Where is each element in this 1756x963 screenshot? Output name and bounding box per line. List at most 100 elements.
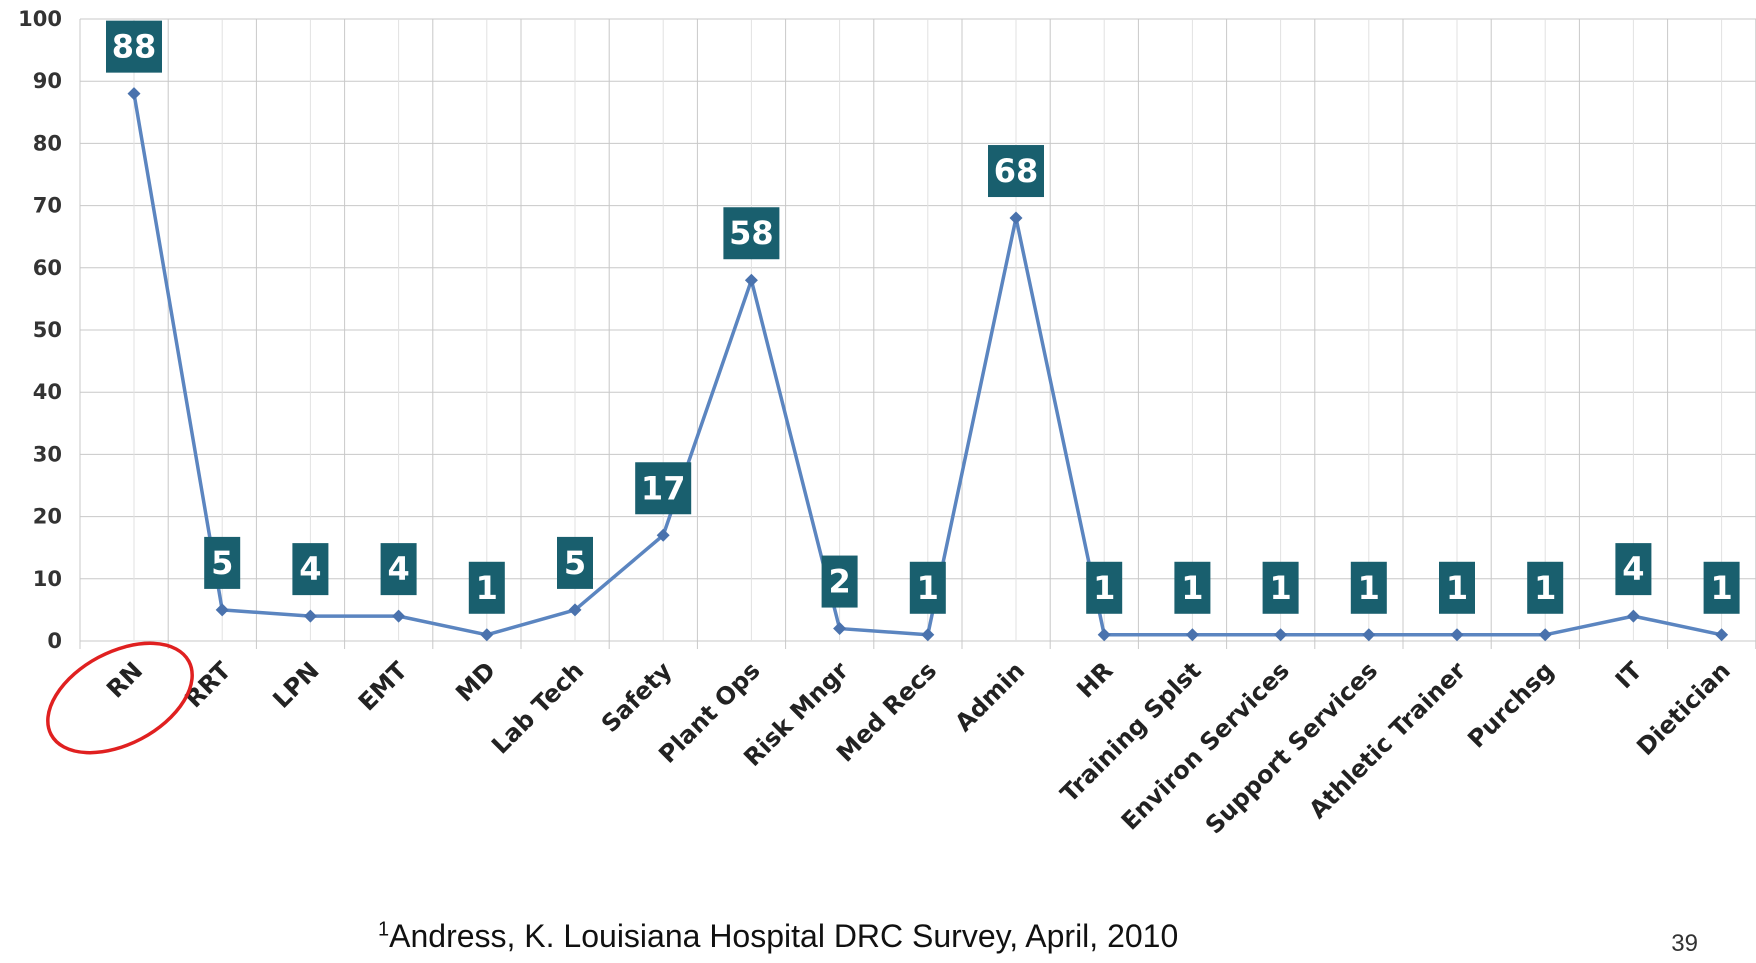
- data-label: 1: [1262, 561, 1299, 614]
- y-tick-label: 60: [33, 256, 62, 280]
- data-label-value: 4: [1622, 550, 1644, 588]
- data-label-box: [635, 462, 692, 515]
- data-series: [127, 87, 1729, 642]
- x-tick-label: IT: [1610, 656, 1648, 694]
- footnote-text: Andress, K. Louisiana Hospital DRC Surve…: [389, 918, 1179, 954]
- data-label-box: [292, 543, 329, 596]
- data-label-value: 68: [994, 152, 1039, 190]
- x-tick-label: RN: [101, 656, 148, 703]
- data-point: [480, 628, 494, 642]
- data-label-value: 17: [641, 469, 686, 507]
- y-tick-label: 0: [47, 629, 62, 653]
- data-label-value: 58: [729, 214, 774, 252]
- data-label-box: [1350, 561, 1387, 614]
- data-label-box: [557, 536, 593, 589]
- data-label-box: [380, 543, 417, 596]
- data-label-value: 88: [112, 28, 157, 66]
- data-label: 1: [1086, 561, 1123, 614]
- footnote: 1Andress, K. Louisiana Hospital DRC Surv…: [378, 918, 1178, 955]
- data-label: 68: [988, 145, 1044, 198]
- data-label-value: 5: [564, 544, 586, 582]
- data-label-value: 1: [476, 569, 498, 607]
- data-label: 88: [106, 20, 162, 73]
- x-tick-label: Lab Tech: [486, 656, 589, 759]
- data-point: [1274, 628, 1288, 642]
- data-label: 1: [1703, 561, 1740, 614]
- footnote-marker: 1: [378, 918, 390, 941]
- y-tick-label: 30: [33, 442, 62, 466]
- y-tick-label: 20: [33, 505, 62, 529]
- y-tick-label: 70: [33, 194, 62, 218]
- data-label-value: 1: [1358, 569, 1380, 607]
- data-label-value: 5: [211, 544, 233, 582]
- data-point: [1185, 628, 1199, 642]
- data-point: [1538, 628, 1552, 642]
- data-point: [1362, 628, 1376, 642]
- y-tick-label: 50: [33, 318, 62, 342]
- x-tick-label: EMT: [353, 656, 413, 716]
- highlight: [46, 641, 194, 755]
- x-tick-label: RRT: [180, 656, 237, 713]
- data-label-value: 2: [828, 563, 850, 601]
- data-label-box: [1615, 543, 1652, 596]
- data-label-value: 1: [1534, 569, 1556, 607]
- data-point: [921, 628, 935, 642]
- data-point: [744, 273, 758, 287]
- data-label-box: [1262, 561, 1299, 614]
- data-label-box: [988, 145, 1044, 198]
- data-label-value: 1: [1446, 569, 1468, 607]
- grid: [79, 18, 1756, 649]
- data-label: 1: [1527, 561, 1564, 614]
- page-number: 39: [1671, 930, 1698, 957]
- data-point: [1715, 628, 1729, 642]
- data-label: 1: [468, 561, 505, 614]
- data-label-box: [1174, 561, 1211, 614]
- data-label-box: [1086, 561, 1123, 614]
- y-tick-label: 80: [33, 131, 62, 155]
- data-label: 58: [723, 207, 780, 260]
- data-label: 4: [380, 543, 417, 596]
- x-tick-label: Dietician: [1631, 656, 1736, 761]
- data-label: 5: [557, 536, 593, 589]
- data-point: [1097, 628, 1111, 642]
- data-point: [656, 528, 670, 542]
- data-label: 1: [1174, 561, 1211, 614]
- data-label-box: [204, 536, 241, 589]
- data-label-value: 4: [299, 550, 321, 588]
- x-tick-label: Support Services: [1200, 656, 1383, 839]
- data-point: [833, 622, 847, 636]
- data-label: 4: [1615, 543, 1652, 596]
- x-tick-label: MD: [450, 656, 501, 707]
- data-point: [1009, 211, 1023, 225]
- x-tick-label: Purchsg: [1462, 656, 1559, 753]
- data-label-value: 1: [917, 569, 939, 607]
- data-label: 1: [909, 561, 946, 614]
- data-point: [127, 87, 141, 101]
- highlight-circle: [46, 641, 194, 755]
- y-tick-label: 10: [33, 567, 62, 591]
- data-label-box: [106, 20, 162, 73]
- data-label-value: 1: [1181, 569, 1203, 607]
- data-point: [568, 603, 582, 617]
- data-label: 4: [292, 543, 329, 596]
- data-label-value: 4: [387, 550, 409, 588]
- data-label-box: [1439, 561, 1475, 614]
- y-tick-label: 90: [33, 69, 62, 93]
- data-label: 5: [204, 536, 241, 589]
- data-label: 2: [821, 555, 858, 608]
- data-point: [303, 609, 317, 623]
- x-tick-label: Environ Services: [1116, 656, 1295, 835]
- data-label-box: [821, 555, 858, 608]
- data-label: 17: [635, 462, 692, 515]
- x-tick-label: Safety: [596, 656, 678, 738]
- data-labels: 88 5 4 4 1 5 17 58 2 1 68 1 1 1 1 1 1 4 1: [106, 20, 1740, 614]
- data-point: [392, 609, 406, 623]
- data-label-box: [723, 207, 780, 260]
- x-tick-label: HR: [1071, 656, 1118, 703]
- y-tick-label: 40: [33, 380, 62, 404]
- x-tick-label: Athletic Trainer: [1304, 656, 1472, 824]
- data-label-box: [1703, 561, 1740, 614]
- y-tick-label: 100: [18, 7, 62, 31]
